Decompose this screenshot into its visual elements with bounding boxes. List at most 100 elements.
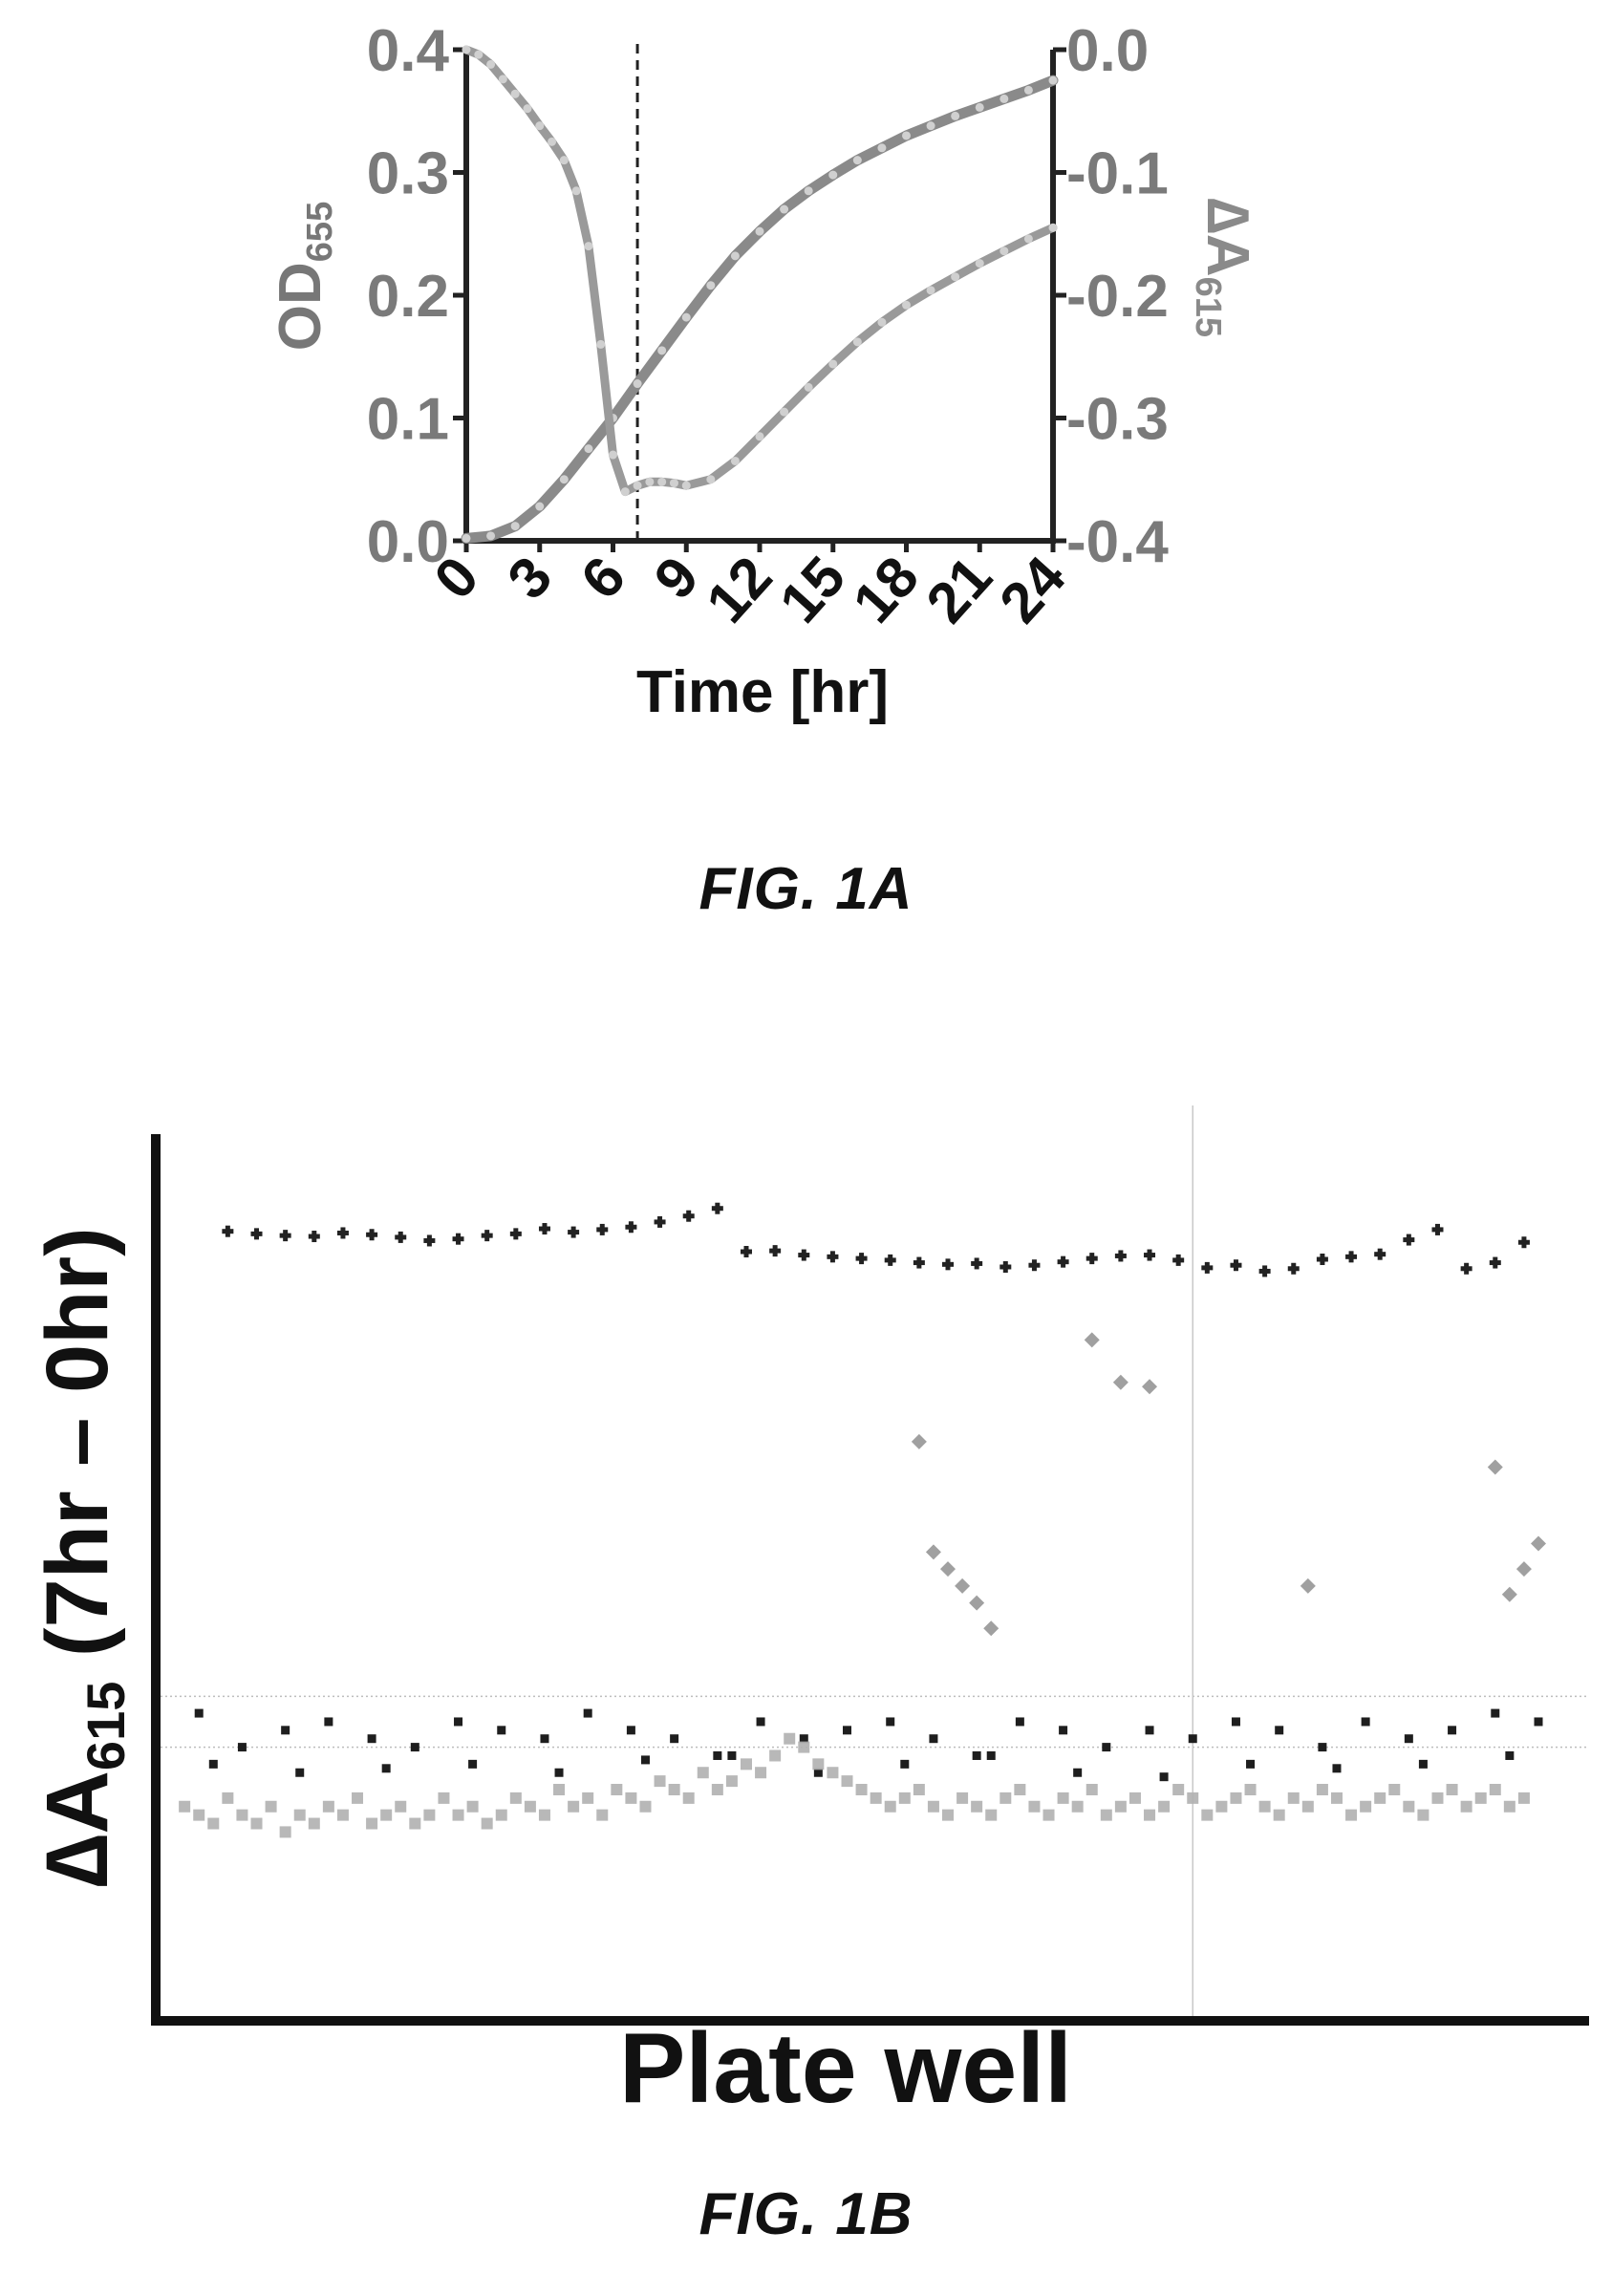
fig1a-x-axis-label: Time [hr] — [636, 659, 889, 725]
fig1a-series-od655-point — [780, 204, 789, 214]
fig1b-marker-square — [740, 1758, 752, 1770]
fig1b-marker-plus — [509, 1228, 522, 1240]
fig1a-series-delta-a615-point — [462, 45, 471, 54]
fig1a-series-od655-point — [877, 143, 887, 153]
fig1b-marker-square — [538, 1809, 550, 1821]
fig1b-marker-square — [1102, 1743, 1111, 1752]
fig1b-marker-square — [625, 1792, 637, 1804]
fig1b-marker-square — [1071, 1800, 1084, 1813]
fig1b-marker-plus-v — [1348, 1251, 1354, 1263]
fig1a-series-delta-a615-point — [877, 317, 887, 327]
fig1b-marker-square — [668, 1784, 680, 1795]
fig1b-marker-square — [1318, 1743, 1327, 1752]
fig1b-marker-square — [855, 1784, 868, 1795]
fig1b-marker-plus — [1057, 1255, 1069, 1268]
fig1b-marker-plus-v — [974, 1257, 979, 1270]
fig1b-marker-square — [682, 1792, 695, 1804]
fig1b-marker-diamond — [1300, 1577, 1316, 1594]
fig1a-series-delta-a615-point — [609, 450, 617, 460]
fig1b-marker-square — [395, 1800, 407, 1813]
fig1a-series-od655-point — [1023, 85, 1033, 95]
fig1b-marker-square — [1330, 1792, 1343, 1804]
fig1b-marker-square — [841, 1775, 853, 1788]
fig1b-marker-square — [985, 1809, 998, 1821]
fig1b-marker-square — [324, 1717, 333, 1727]
fig1b-marker-diamond — [983, 1620, 999, 1637]
fig1b-marker-plus-v — [1147, 1249, 1152, 1261]
fig1b-marker-plus — [308, 1231, 320, 1243]
fig1b-marker-plus — [1114, 1250, 1127, 1262]
fig1a-series-delta-a615-point — [755, 432, 764, 441]
fig1b-marker-plus — [942, 1258, 955, 1271]
fig1b-axes — [151, 1134, 1589, 2026]
fig1a-series-od655-point — [1048, 75, 1058, 85]
fig1b-marker-square — [1275, 1726, 1284, 1735]
fig1a-series-delta-a615-point — [681, 481, 691, 490]
fig1b-marker-plus — [1085, 1253, 1098, 1265]
fig1b-marker-plus-v — [1377, 1248, 1383, 1260]
fig1a-series-od655-point — [486, 531, 496, 541]
fig1b-marker-square — [1057, 1792, 1069, 1804]
fig1a-series-delta-a615-point — [510, 89, 520, 98]
fig1b-marker-square — [438, 1792, 450, 1804]
fig1b-marker-square — [913, 1784, 925, 1795]
fig1b-marker-plus — [1374, 1248, 1386, 1260]
fig1a-series-od655-point — [681, 312, 691, 322]
fig1b-marker-plus — [1460, 1262, 1472, 1275]
fig1a-left-tick-label: 0.0 — [367, 509, 449, 575]
fig1b-marker-square — [237, 1743, 247, 1752]
fig1b-marker-plus-v — [599, 1223, 605, 1235]
fig1b-marker-square — [380, 1809, 393, 1821]
fig1b-marker-square — [999, 1792, 1012, 1804]
fig1b-marker-plus — [1258, 1265, 1271, 1277]
fig1b-marker-square — [509, 1792, 522, 1804]
fig1b-marker-diamond — [911, 1433, 927, 1449]
fig1b-marker-plus-v — [1493, 1256, 1498, 1269]
fig1b-marker-square — [1172, 1784, 1185, 1795]
fig1b-marker-square — [381, 1764, 391, 1773]
fig1a-right-tick-label: -0.2 — [1066, 264, 1169, 330]
fig1b-marker-square — [1085, 1784, 1098, 1795]
fig1b-marker-diamond — [925, 1544, 941, 1560]
fig1b-marker-square — [1028, 1800, 1041, 1813]
fig1b-marker-plus — [769, 1245, 782, 1257]
fig1a-series-delta-a615-point — [1048, 223, 1058, 232]
fig1b-marker-square — [367, 1734, 376, 1744]
fig1b-marker-square — [1505, 1750, 1515, 1760]
fig1b-marker-square — [827, 1767, 839, 1779]
fig1b-marker-diamond — [1084, 1332, 1100, 1348]
svg-text:∆A615 (7hr – 0hr): ∆A615 (7hr – 0hr) — [29, 1227, 136, 1888]
fig1a-series-delta-a615-point — [730, 456, 740, 465]
fig1b-marker-square — [670, 1734, 679, 1744]
fig1b-y-axis-label-sub: 615 — [75, 1682, 136, 1770]
fig1a-series-od655-point — [584, 444, 593, 454]
fig1b-marker-plus — [711, 1202, 723, 1214]
fig1b-marker-diamond — [1487, 1459, 1503, 1475]
fig1a-series-od655-point — [804, 186, 813, 196]
fig1b-marker-square — [454, 1717, 463, 1727]
fig1b-marker-diamond — [1142, 1379, 1158, 1395]
fig1b-marker-square — [769, 1749, 782, 1762]
fig1b-marker-plus-v — [254, 1228, 260, 1240]
fig1b-marker-square — [1144, 1809, 1156, 1821]
fig1b-marker-square — [1404, 1734, 1413, 1744]
fig1b-marker-diamond — [1501, 1586, 1517, 1602]
fig1b-marker-square — [366, 1817, 378, 1830]
fig1b-marker-square — [1534, 1717, 1543, 1727]
fig1a-left-tick-label: 0.1 — [367, 387, 449, 453]
fig1b-marker-square — [1517, 1792, 1530, 1804]
fig1b-marker-square — [583, 1708, 592, 1718]
fig1b-marker-square — [813, 1768, 823, 1777]
fig1b-marker-square — [626, 1726, 635, 1735]
fig1b-marker-plus — [971, 1257, 983, 1270]
fig1b-marker-plus — [654, 1215, 666, 1228]
fig1b-marker-plus — [1345, 1251, 1358, 1263]
fig1a-series-od655-point — [755, 226, 764, 236]
fig1a-left-axis-label: OD — [268, 262, 333, 351]
fig1b-marker-plus — [538, 1223, 550, 1235]
fig1b-marker-plus — [1431, 1223, 1444, 1235]
fig1b-marker-plus-v — [657, 1215, 663, 1228]
fig1a-series-od655-point — [975, 102, 984, 112]
fig1a-series-od655-point — [559, 475, 569, 484]
fig1b-marker-square — [409, 1817, 421, 1830]
